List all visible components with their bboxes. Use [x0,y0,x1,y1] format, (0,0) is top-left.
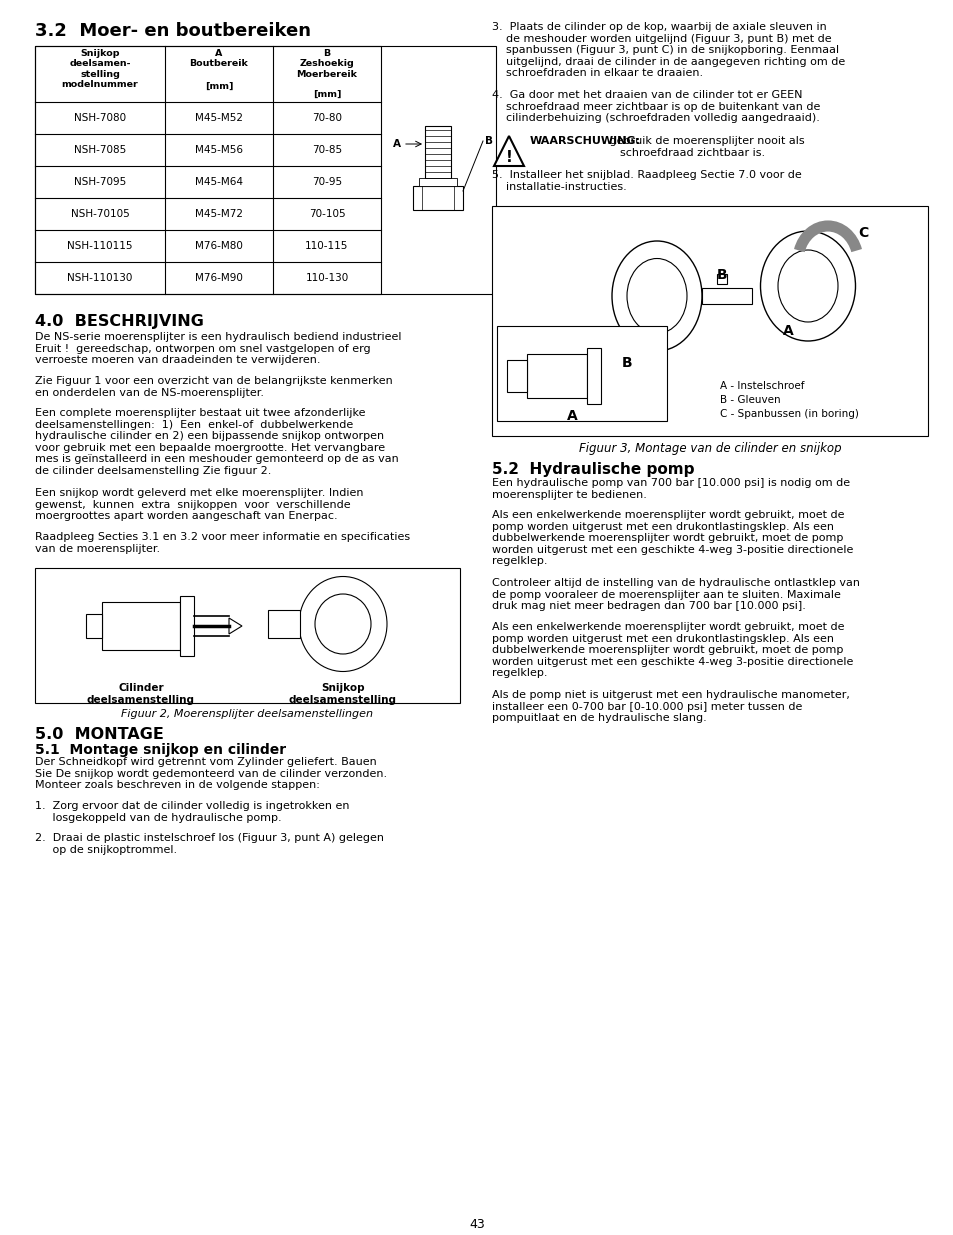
Text: 70-105: 70-105 [309,209,345,219]
Text: 70-80: 70-80 [312,112,341,124]
Text: De NS-serie moerensplijter is een hydraulisch bediend industrieel
Eruit !  geree: De NS-serie moerensplijter is een hydrau… [35,332,401,366]
Text: B: B [621,356,632,370]
Text: NSH-7085: NSH-7085 [73,144,126,156]
Bar [35,46,496,294]
Text: WAARSCHUWING:: WAARSCHUWING: [530,136,640,146]
Text: B: B [484,136,493,146]
Ellipse shape [778,249,837,322]
Text: Der Schneidkopf wird getrennt vom Zylinder geliefert. Bauen
Sie De snijkop wordt: Der Schneidkopf wird getrennt vom Zylind… [35,757,387,790]
Bar [526,354,586,398]
Text: !: ! [505,151,512,165]
Text: 3.  Plaats de cilinder op de kop, waarbij de axiale sleuven in
    de meshouder : 3. Plaats de cilinder op de kop, waarbij… [492,22,844,78]
Bar [492,206,927,436]
Text: Raadpleeg Secties 3.1 en 3.2 voor meer informatie en specificaties
van de moeren: Raadpleeg Secties 3.1 en 3.2 voor meer i… [35,532,410,553]
Text: NSH-110130: NSH-110130 [68,273,132,283]
Text: 43: 43 [469,1218,484,1231]
Text: gebruik de moerensplijter nooit als
    schroefdraad zichtbaar is.: gebruik de moerensplijter nooit als schr… [605,136,803,158]
Bar [586,348,600,404]
Text: 110-115: 110-115 [305,241,349,251]
Text: NSH-7095: NSH-7095 [73,177,126,186]
Text: Als een enkelwerkende moerensplijter wordt gebruikt, moet de
pomp worden uitgeru: Als een enkelwerkende moerensplijter wor… [492,510,853,567]
Text: B - Gleuven: B - Gleuven [720,395,780,405]
Text: C - Spanbussen (in boring): C - Spanbussen (in boring) [720,409,858,419]
Text: Als de pomp niet is uitgerust met een hydraulische manometer,
installeer een 0-7: Als de pomp niet is uitgerust met een hy… [492,690,849,724]
Bar [180,597,193,656]
Text: A: A [781,324,793,338]
Text: M45-M56: M45-M56 [194,144,243,156]
Text: Zie Figuur 1 voor een overzicht van de belangrijkste kenmerken
en onderdelen van: Zie Figuur 1 voor een overzicht van de b… [35,375,393,398]
Ellipse shape [760,231,855,341]
Text: NSH-7080: NSH-7080 [74,112,126,124]
Bar [418,178,456,186]
Text: 4.  Ga door met het draaien van de cilinder tot er GEEN
    schroefdraad meer zi: 4. Ga door met het draaien van de cilind… [492,90,820,124]
Text: 3.2  Moer- en boutbereiken: 3.2 Moer- en boutbereiken [35,22,311,40]
Text: [mm]: [mm] [205,82,233,91]
Text: M76-M80: M76-M80 [194,241,243,251]
Text: 5.1  Montage snijkop en cilinder: 5.1 Montage snijkop en cilinder [35,743,286,757]
Polygon shape [229,618,242,634]
Bar [413,186,462,210]
Bar [102,601,180,650]
Text: 5.2  Hydraulische pomp: 5.2 Hydraulische pomp [492,462,694,477]
Text: Figuur 2, Moerensplijter deelsamenstellingen: Figuur 2, Moerensplijter deelsamenstelli… [121,709,373,719]
Text: 5.0  MONTAGE: 5.0 MONTAGE [35,727,164,742]
Text: Een hydraulische pomp van 700 bar [10.000 psi] is nodig om de
moerensplijter te : Een hydraulische pomp van 700 bar [10.00… [492,478,849,500]
Text: NSH-110115: NSH-110115 [67,241,132,251]
Text: Een complete moerensplijter bestaat uit twee afzonderlijke
deelsamenstellingen: : Een complete moerensplijter bestaat uit … [35,408,398,475]
Text: 110-130: 110-130 [305,273,348,283]
Bar [717,274,726,284]
Text: M45-M52: M45-M52 [194,112,243,124]
Text: 2.  Draai de plastic instelschroef los (Figuur 3, punt A) gelegen
     op de sni: 2. Draai de plastic instelschroef los (F… [35,832,384,855]
Text: A
Boutbereik: A Boutbereik [190,49,248,68]
Text: Controleer altijd de instelling van de hydraulische ontlastklep van
de pomp voor: Controleer altijd de instelling van de h… [492,578,859,611]
Text: Figuur 3, Montage van de cilinder en snijkop: Figuur 3, Montage van de cilinder en sni… [578,442,841,454]
Text: 70-95: 70-95 [312,177,342,186]
Polygon shape [494,136,523,165]
Text: Een snijkop wordt geleverd met elke moerensplijter. Indien
gewenst,  kunnen  ext: Een snijkop wordt geleverd met elke moer… [35,488,363,521]
Bar [424,126,451,184]
Text: B
Zeshoekig
Moerbereik: B Zeshoekig Moerbereik [296,49,357,79]
Text: B: B [716,268,726,282]
Ellipse shape [314,594,371,655]
Text: C: C [857,226,867,240]
Bar [497,326,666,421]
Text: 4.0  BESCHRIJVING: 4.0 BESCHRIJVING [35,314,204,329]
Bar [268,610,299,638]
Text: A: A [393,140,400,149]
Bar [35,568,459,703]
Bar [506,359,526,391]
Ellipse shape [298,577,387,672]
Bar [35,46,380,294]
Text: A - Instelschroef: A - Instelschroef [720,382,803,391]
Text: 1.  Zorg ervoor dat de cilinder volledig is ingetrokken en
     losgekoppeld van: 1. Zorg ervoor dat de cilinder volledig … [35,802,349,823]
Text: 70-85: 70-85 [312,144,342,156]
Text: Snijkop
deelsamenstelling: Snijkop deelsamenstelling [289,683,396,705]
Text: Snijkop
deelsamen-
stelling
modelnummer: Snijkop deelsamen- stelling modelnummer [62,49,138,89]
Text: Als een enkelwerkende moerensplijter wordt gebruikt, moet de
pomp worden uitgeru: Als een enkelwerkende moerensplijter wor… [492,622,853,678]
Bar [701,288,751,304]
Ellipse shape [612,241,701,351]
Text: A: A [566,409,577,424]
Text: Cilinder
deelsamenstelling: Cilinder deelsamenstelling [87,683,194,705]
Text: M45-M64: M45-M64 [194,177,243,186]
Text: [mm]: [mm] [313,90,341,99]
Text: M76-M90: M76-M90 [194,273,243,283]
Text: NSH-70105: NSH-70105 [71,209,130,219]
Ellipse shape [626,258,686,333]
Text: M45-M72: M45-M72 [194,209,243,219]
Text: 5.  Installeer het snijblad. Raadpleeg Sectie 7.0 voor de
    installatie-instru: 5. Installeer het snijblad. Raadpleeg Se… [492,170,801,191]
Bar [86,614,102,638]
